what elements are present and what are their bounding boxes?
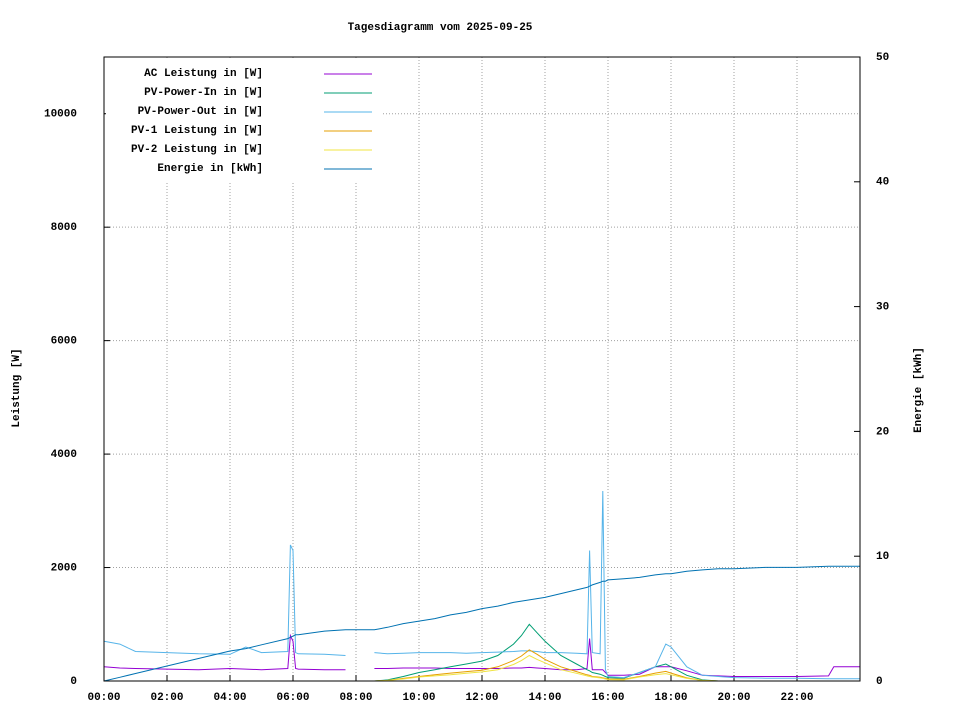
chart-title: Tagesdiagramm vom 2025-09-25 bbox=[348, 22, 533, 34]
legend-background bbox=[106, 59, 382, 181]
x-tick-label: 00:00 bbox=[87, 692, 120, 704]
legend-label: PV-2 Leistung in [W] bbox=[131, 144, 263, 156]
y-tick-label: 8000 bbox=[51, 222, 77, 234]
series-line bbox=[103, 565, 860, 682]
y-tick-label: 2000 bbox=[51, 562, 77, 574]
legend-label: PV-1 Leistung in [W] bbox=[131, 125, 263, 137]
legend-label: Energie in [kWh] bbox=[157, 163, 263, 175]
x-tick-label: 20:00 bbox=[717, 692, 750, 704]
grid bbox=[103, 56, 860, 682]
x-tick-label: 12:00 bbox=[465, 692, 498, 704]
y-tick-label: 10000 bbox=[44, 109, 77, 121]
legend-label: PV-Power-In in [W] bbox=[144, 87, 263, 99]
series-line bbox=[371, 649, 719, 682]
x-tick-label: 10:00 bbox=[402, 692, 435, 704]
y2-tick-label: 10 bbox=[876, 551, 889, 563]
x-tick-label: 22:00 bbox=[780, 692, 813, 704]
y2-tick-label: 20 bbox=[876, 426, 889, 438]
x-tick-label: 08:00 bbox=[339, 692, 372, 704]
legend-label: PV-Power-Out in [W] bbox=[138, 106, 263, 118]
x-tick-label: 04:00 bbox=[213, 692, 246, 704]
legend-label: AC Leistung in [W] bbox=[144, 68, 263, 80]
x-tick-label: 06:00 bbox=[276, 692, 309, 704]
y-tick-label: 6000 bbox=[51, 336, 77, 348]
x-tick-label: 16:00 bbox=[591, 692, 624, 704]
y2-tick-label: 0 bbox=[876, 676, 883, 688]
series-line bbox=[371, 654, 719, 682]
y-axis-label: Leistung [W] bbox=[11, 348, 23, 427]
series-line bbox=[103, 633, 860, 677]
y-tick-label: 0 bbox=[70, 676, 77, 688]
plot-area bbox=[103, 490, 860, 682]
y-tick-label: 4000 bbox=[51, 449, 77, 461]
y2-tick-label: 30 bbox=[876, 302, 889, 314]
x-tick-label: 02:00 bbox=[150, 692, 183, 704]
x-tick-label: 18:00 bbox=[654, 692, 687, 704]
legend: AC Leistung in [W] PV-Power-In in [W] PV-P… bbox=[106, 59, 382, 181]
y2-tick-label: 50 bbox=[876, 52, 889, 64]
series-line bbox=[103, 490, 860, 680]
y2-tick-label: 40 bbox=[876, 177, 889, 189]
plot-border bbox=[103, 56, 861, 682]
y2-axis-label: Energie [kWh] bbox=[913, 347, 925, 433]
x-tick-label: 14:00 bbox=[528, 692, 561, 704]
